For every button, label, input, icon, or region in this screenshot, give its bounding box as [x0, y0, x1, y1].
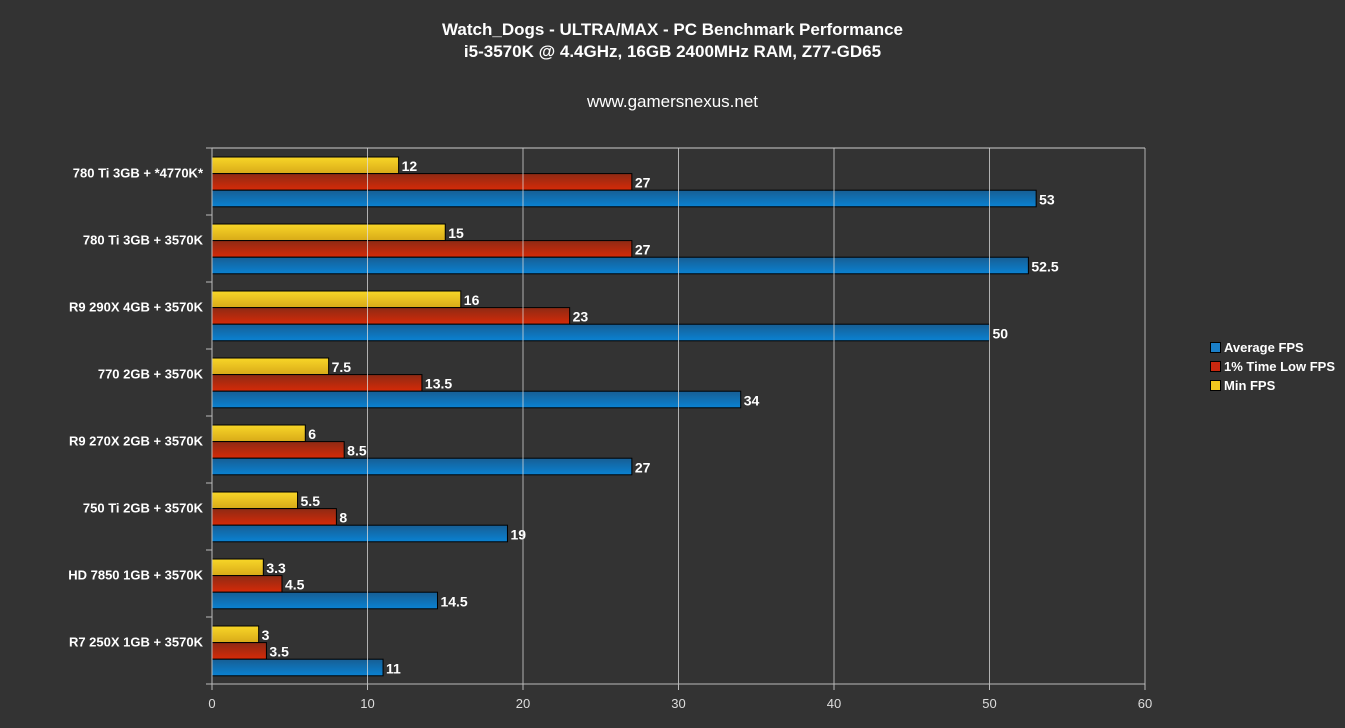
- legend-item: Average FPS: [1210, 338, 1335, 357]
- bar: [211, 625, 260, 644]
- x-tick-label: 0: [208, 696, 215, 711]
- bar: [211, 307, 571, 325]
- bar: [211, 491, 299, 510]
- legend-swatch: [1210, 380, 1221, 391]
- chart-subtitle: i5-3570K @ 4.4GHz, 16GB 2400MHz RAM, Z77…: [463, 42, 882, 61]
- legend-item: 1% Time Low FPS: [1210, 357, 1335, 376]
- category-label: R7 250X 1GB + 3570K: [69, 635, 204, 650]
- bar: [211, 256, 1029, 275]
- data-label: 16: [464, 292, 480, 308]
- bar: [211, 240, 633, 258]
- bar: [211, 508, 337, 526]
- x-tick-label: 10: [360, 696, 374, 711]
- category-label: R9 270X 2GB + 3570K: [69, 434, 204, 449]
- data-label: 8: [339, 510, 347, 526]
- bar: [211, 558, 264, 577]
- bar: [211, 156, 400, 175]
- data-label: 27: [635, 175, 651, 191]
- bar: [211, 575, 283, 593]
- category-label: 750 Ti 2GB + 3570K: [83, 501, 204, 516]
- data-label: 3.3: [266, 560, 286, 576]
- data-label: 12: [402, 158, 418, 174]
- bar: [211, 591, 438, 610]
- category-label: 780 Ti 3GB + 3570K: [83, 233, 204, 248]
- data-label: 3: [262, 627, 270, 643]
- bar: [211, 390, 742, 409]
- legend-swatch: [1210, 361, 1221, 372]
- data-label: 50: [993, 325, 1009, 341]
- data-label: 19: [510, 526, 526, 542]
- category-label: R9 290X 4GB + 3570K: [69, 300, 204, 315]
- legend: Average FPS 1% Time Low FPS Min FPS: [1210, 338, 1335, 395]
- chart-title: Watch_Dogs - ULTRA/MAX - PC Benchmark Pe…: [442, 20, 903, 39]
- source-url: www.gamersnexus.net: [586, 92, 759, 111]
- data-label: 3.5: [269, 644, 289, 660]
- bar: [211, 457, 633, 476]
- bar: [211, 441, 345, 459]
- bar: [211, 189, 1037, 208]
- x-tick-label: 50: [982, 696, 996, 711]
- data-label: 14.5: [440, 593, 467, 609]
- bar: [211, 524, 508, 543]
- legend-label: 1% Time Low FPS: [1224, 359, 1336, 374]
- data-label: 23: [573, 309, 589, 325]
- data-label: 53: [1039, 191, 1055, 207]
- data-label: 5.5: [301, 493, 321, 509]
- x-tick-label: 40: [827, 696, 841, 711]
- category-label: 770 2GB + 3570K: [98, 367, 204, 382]
- data-label: 11: [386, 660, 401, 676]
- data-label: 52.5: [1031, 258, 1058, 274]
- data-label: 4.5: [285, 577, 305, 593]
- legend-label: Min FPS: [1224, 378, 1276, 393]
- category-label: 780 Ti 3GB + *4770K*: [73, 166, 204, 181]
- category-label: HD 7850 1GB + 3570K: [68, 568, 203, 583]
- data-label: 13.5: [425, 376, 452, 392]
- bar: [211, 424, 306, 443]
- data-label: 7.5: [332, 359, 352, 375]
- data-label: 6: [308, 426, 316, 442]
- bar: [211, 290, 462, 309]
- bar: [211, 173, 633, 191]
- data-label: 27: [635, 459, 651, 475]
- data-label: 15: [448, 225, 464, 241]
- x-tick-label: 30: [671, 696, 685, 711]
- data-label: 34: [744, 392, 760, 408]
- x-tick-label: 20: [516, 696, 530, 711]
- bar: [211, 642, 267, 660]
- bar: [211, 323, 990, 342]
- bar: [211, 223, 446, 242]
- data-label: 27: [635, 242, 651, 258]
- legend-swatch: [1210, 342, 1221, 353]
- bar: [211, 374, 423, 392]
- bar: [211, 658, 384, 677]
- legend-item: Min FPS: [1210, 376, 1335, 395]
- x-tick-label: 60: [1138, 696, 1152, 711]
- bar: [211, 357, 330, 376]
- data-label: 8.5: [347, 443, 367, 459]
- legend-label: Average FPS: [1224, 340, 1304, 355]
